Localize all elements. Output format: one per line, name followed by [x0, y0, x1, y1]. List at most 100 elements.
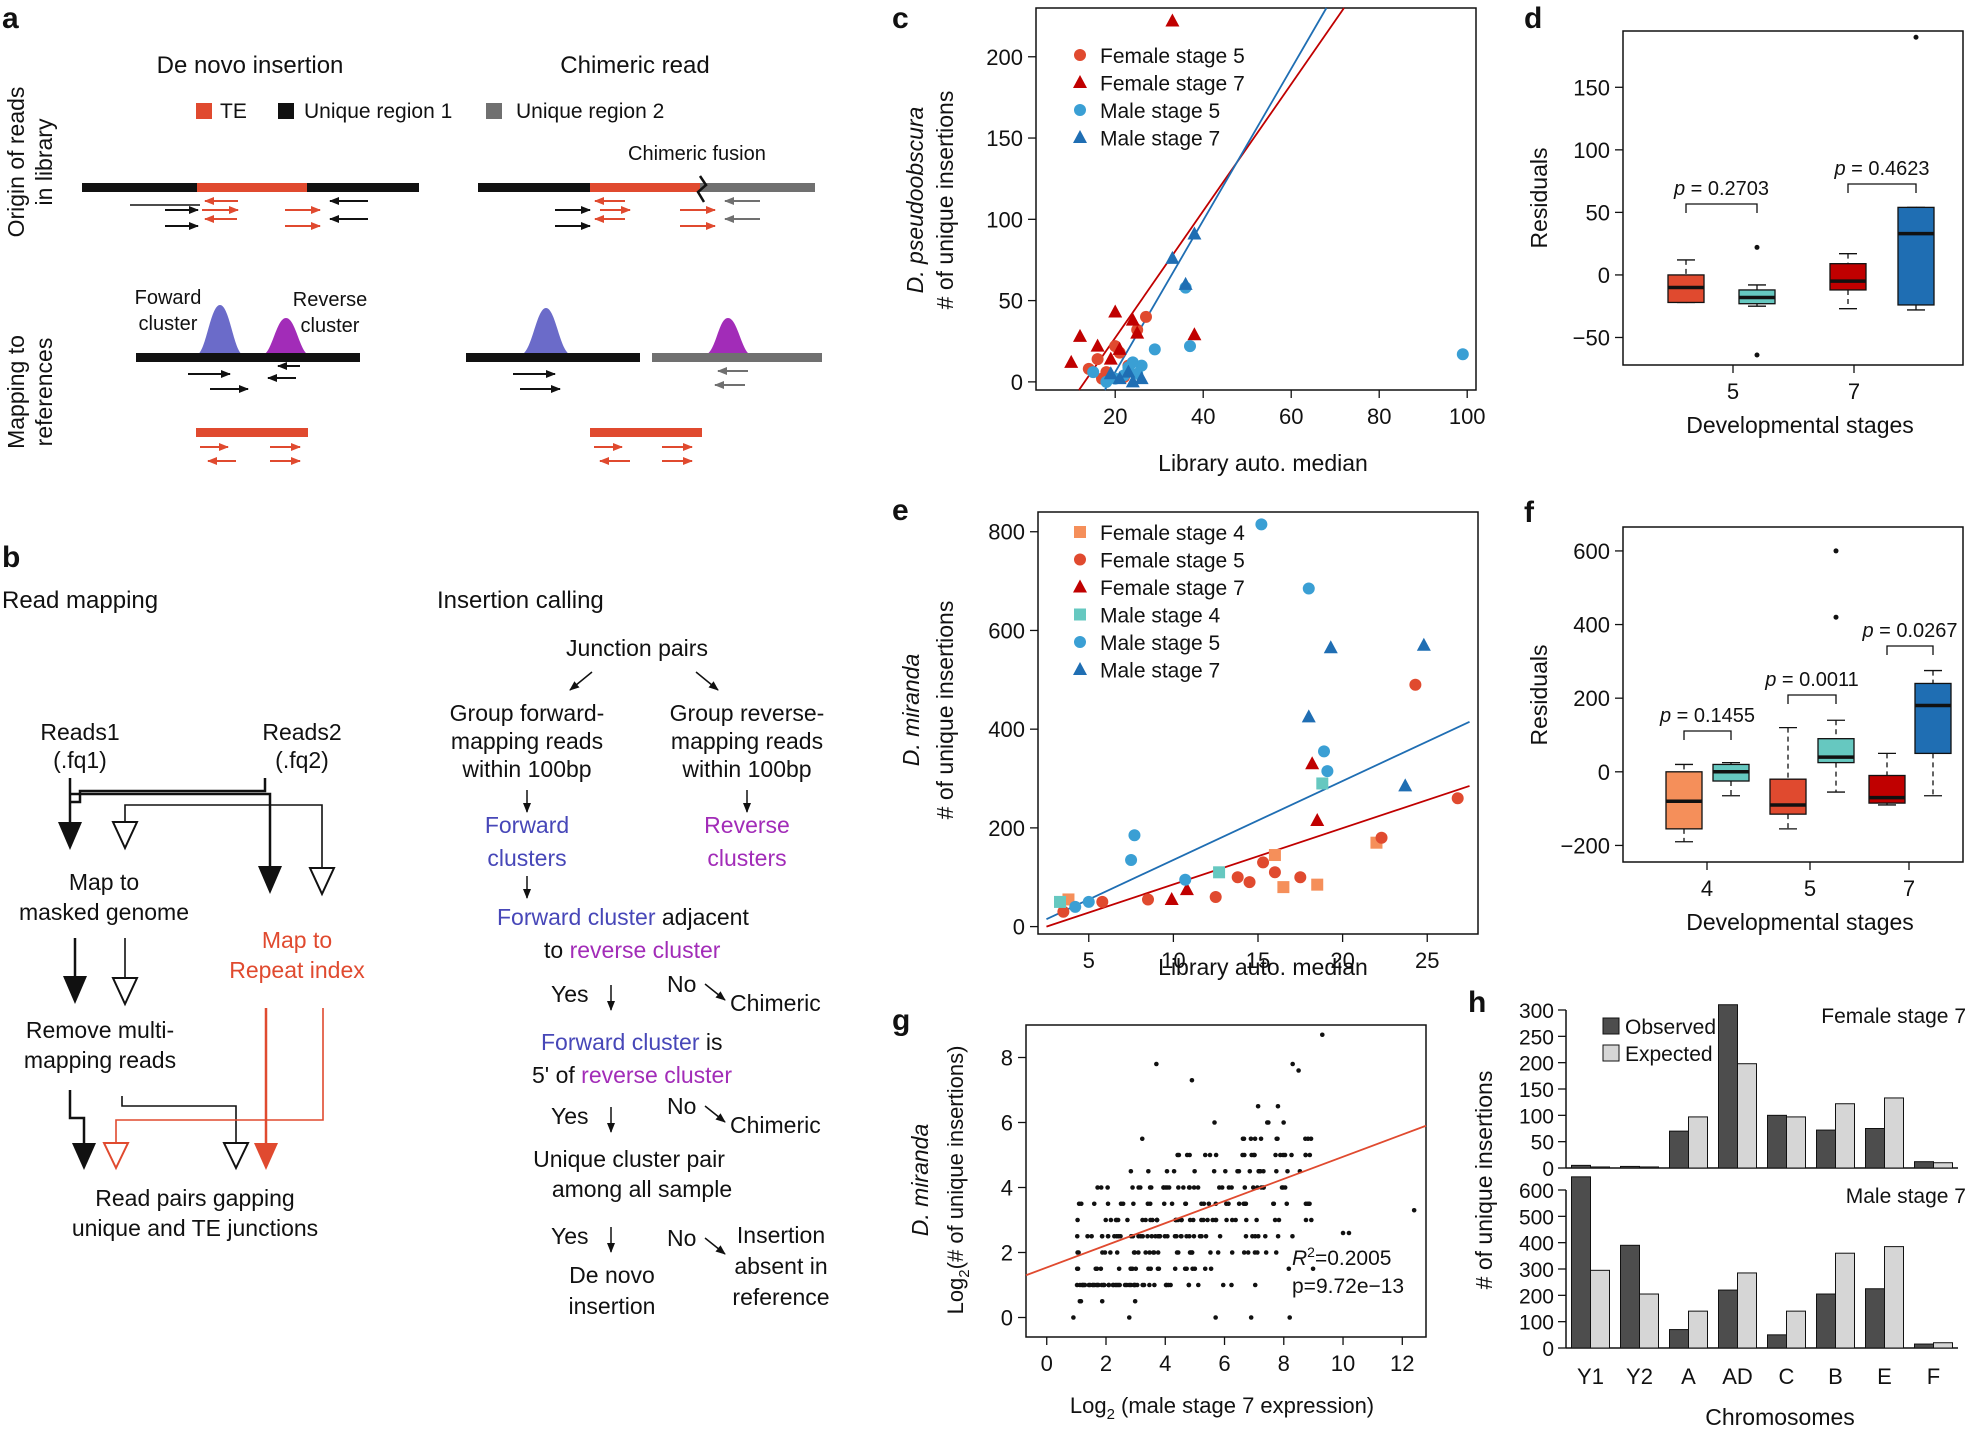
plot-g-point	[1233, 1217, 1238, 1223]
forward-cluster-label-1: Foward	[135, 287, 202, 309]
plot-h-ytick-label: 500	[1519, 1206, 1554, 1229]
plot-c-point	[1112, 371, 1127, 385]
plot-e-point	[1082, 895, 1095, 908]
plot-g-point	[1289, 1152, 1294, 1158]
plot-e-legend-marker	[1074, 526, 1086, 538]
plot-g-point	[1215, 1250, 1221, 1255]
plot-g-point	[1105, 1185, 1110, 1190]
plot-h-ytick-label: 0	[1542, 1158, 1554, 1181]
plot-g-point	[1126, 1282, 1132, 1288]
plot-c-point	[1135, 359, 1148, 372]
plot-c-point	[1187, 226, 1202, 240]
plot-f-xtick-label: 4	[1701, 876, 1713, 901]
plot-h-bar-observed	[1571, 1176, 1591, 1349]
plot-h-bar-expected	[1590, 1269, 1610, 1349]
plot-g-point	[1197, 1233, 1203, 1239]
plot-f-xtick-label: 7	[1903, 876, 1915, 901]
plot-g-point	[1219, 1185, 1225, 1190]
legend-swatch-te	[196, 103, 212, 119]
plot-g-point	[1262, 1233, 1268, 1239]
plot-g-point	[1220, 1282, 1226, 1288]
plot-e-species: D. miranda	[898, 654, 924, 766]
plot-e-point	[1398, 778, 1413, 792]
plot-c-ytick-label: 100	[986, 207, 1023, 232]
plot-h-bar-observed	[1718, 1289, 1738, 1349]
plot-e-point	[1069, 900, 1082, 913]
plot-g-frame	[1025, 1024, 1427, 1338]
plot-g-point	[1134, 1282, 1140, 1288]
plot-g-point	[1125, 1217, 1130, 1223]
plot-h-ytick-label: 250	[1519, 1026, 1554, 1049]
plot-c-legend-marker	[1073, 130, 1087, 143]
plot-h-xtick-label: Y1	[1577, 1364, 1604, 1389]
plot-g-xtick-label: 8	[1278, 1351, 1290, 1376]
plot-g-point	[1074, 1266, 1080, 1272]
plot-h-bar-observed	[1669, 1130, 1689, 1169]
map-masked-1: Map to	[69, 869, 139, 895]
plot-g-point	[1255, 1233, 1261, 1239]
plot-d-boxes: p = 0.2703 p = 0.4623	[1667, 34, 1935, 358]
read-pairs-1: Read pairs gapping	[95, 1185, 294, 1211]
plot-e-legend: Female stage 4 Female stage 5 Female stage…	[1073, 522, 1245, 683]
plot-c-legend-marker	[1074, 49, 1086, 61]
row-label-mapping-2: references	[31, 338, 57, 447]
plot-c-xtick-label: 100	[1449, 404, 1486, 429]
plot-c-ytick-label: 0	[1011, 370, 1023, 395]
plot-h-bar-observed	[1767, 1114, 1787, 1169]
chimeric-fusion-label: Chimeric fusion	[628, 143, 766, 165]
reads1-file: (.fq1)	[53, 747, 107, 773]
plot-c-point	[1125, 374, 1140, 388]
plot-g-point	[1169, 1201, 1175, 1207]
plot-g-point	[1191, 1185, 1197, 1190]
plot-g-point	[1250, 1233, 1255, 1239]
plot-e-point	[1054, 895, 1066, 908]
plot-d-xtick-label: 7	[1848, 379, 1860, 404]
read-pairs-2: unique and TE junctions	[72, 1215, 318, 1241]
plot-g-point	[1245, 1250, 1251, 1255]
plot-h-bar-observed	[1620, 1165, 1640, 1169]
plot-h-bar-observed	[1816, 1293, 1836, 1349]
plot-e-point	[1302, 582, 1315, 595]
plot-h-xlabel: Chromosomes	[1705, 1404, 1855, 1430]
question-2-line-1: Forward cluster is	[541, 1029, 722, 1055]
plot-e-ytick-label: 0	[1013, 915, 1025, 940]
plot-g-point	[1132, 1298, 1138, 1304]
legend-label-unique2: Unique region 2	[516, 100, 664, 123]
row-label-origin-2: in library	[31, 118, 57, 205]
plot-g-point	[1254, 1217, 1259, 1223]
plot-g-point	[1099, 1233, 1105, 1239]
plot-c-ytick-label: 200	[986, 45, 1023, 70]
denovo-origin-diagram	[82, 183, 419, 230]
plot-g-point	[1157, 1233, 1163, 1239]
plot-d-pvalue-label: p = 0.4623	[1833, 158, 1929, 180]
plot-e-ytick-label: 800	[988, 520, 1025, 545]
plot-g-point	[1296, 1068, 1301, 1073]
plot-c-point	[1130, 325, 1145, 339]
panel-f: f Residuals Developmental stages −200 0 20…	[1524, 496, 1964, 935]
plot-e-fits	[1046, 720, 1470, 928]
chimeric-1: Chimeric	[730, 990, 821, 1016]
plot-h-ytick-label: 100	[1519, 1312, 1554, 1335]
plot-h-bar-expected	[1737, 1272, 1757, 1349]
plot-g-point	[1161, 1185, 1166, 1190]
legend-swatch-unique2	[486, 103, 502, 119]
plot-c-point	[1090, 338, 1105, 352]
plot-h-ytick-label: 300	[1519, 1000, 1554, 1023]
plot-f-outlier	[1833, 614, 1839, 620]
plot-e-ytick-label: 400	[988, 717, 1025, 742]
plot-g-point	[1264, 1120, 1270, 1125]
plot-h-bar-expected	[1688, 1116, 1708, 1169]
plot-g-point	[1078, 1201, 1084, 1207]
remove-multi-1: Remove multi-	[26, 1017, 174, 1043]
plot-g-point	[1248, 1136, 1254, 1142]
plot-c-xtick-label: 20	[1103, 404, 1127, 429]
plot-g-point	[1171, 1168, 1177, 1174]
plot-c-ytick-label: 150	[986, 126, 1023, 151]
plot-g-point	[1208, 1266, 1214, 1272]
plot-h-ytick-label: 150	[1519, 1079, 1554, 1102]
plot-g-point	[1132, 1250, 1138, 1255]
legend-label-te: TE	[220, 100, 247, 123]
de-novo-2: insertion	[569, 1293, 656, 1319]
plot-g-point	[1126, 1315, 1132, 1320]
group-fwd-3: within 100bp	[461, 756, 591, 782]
